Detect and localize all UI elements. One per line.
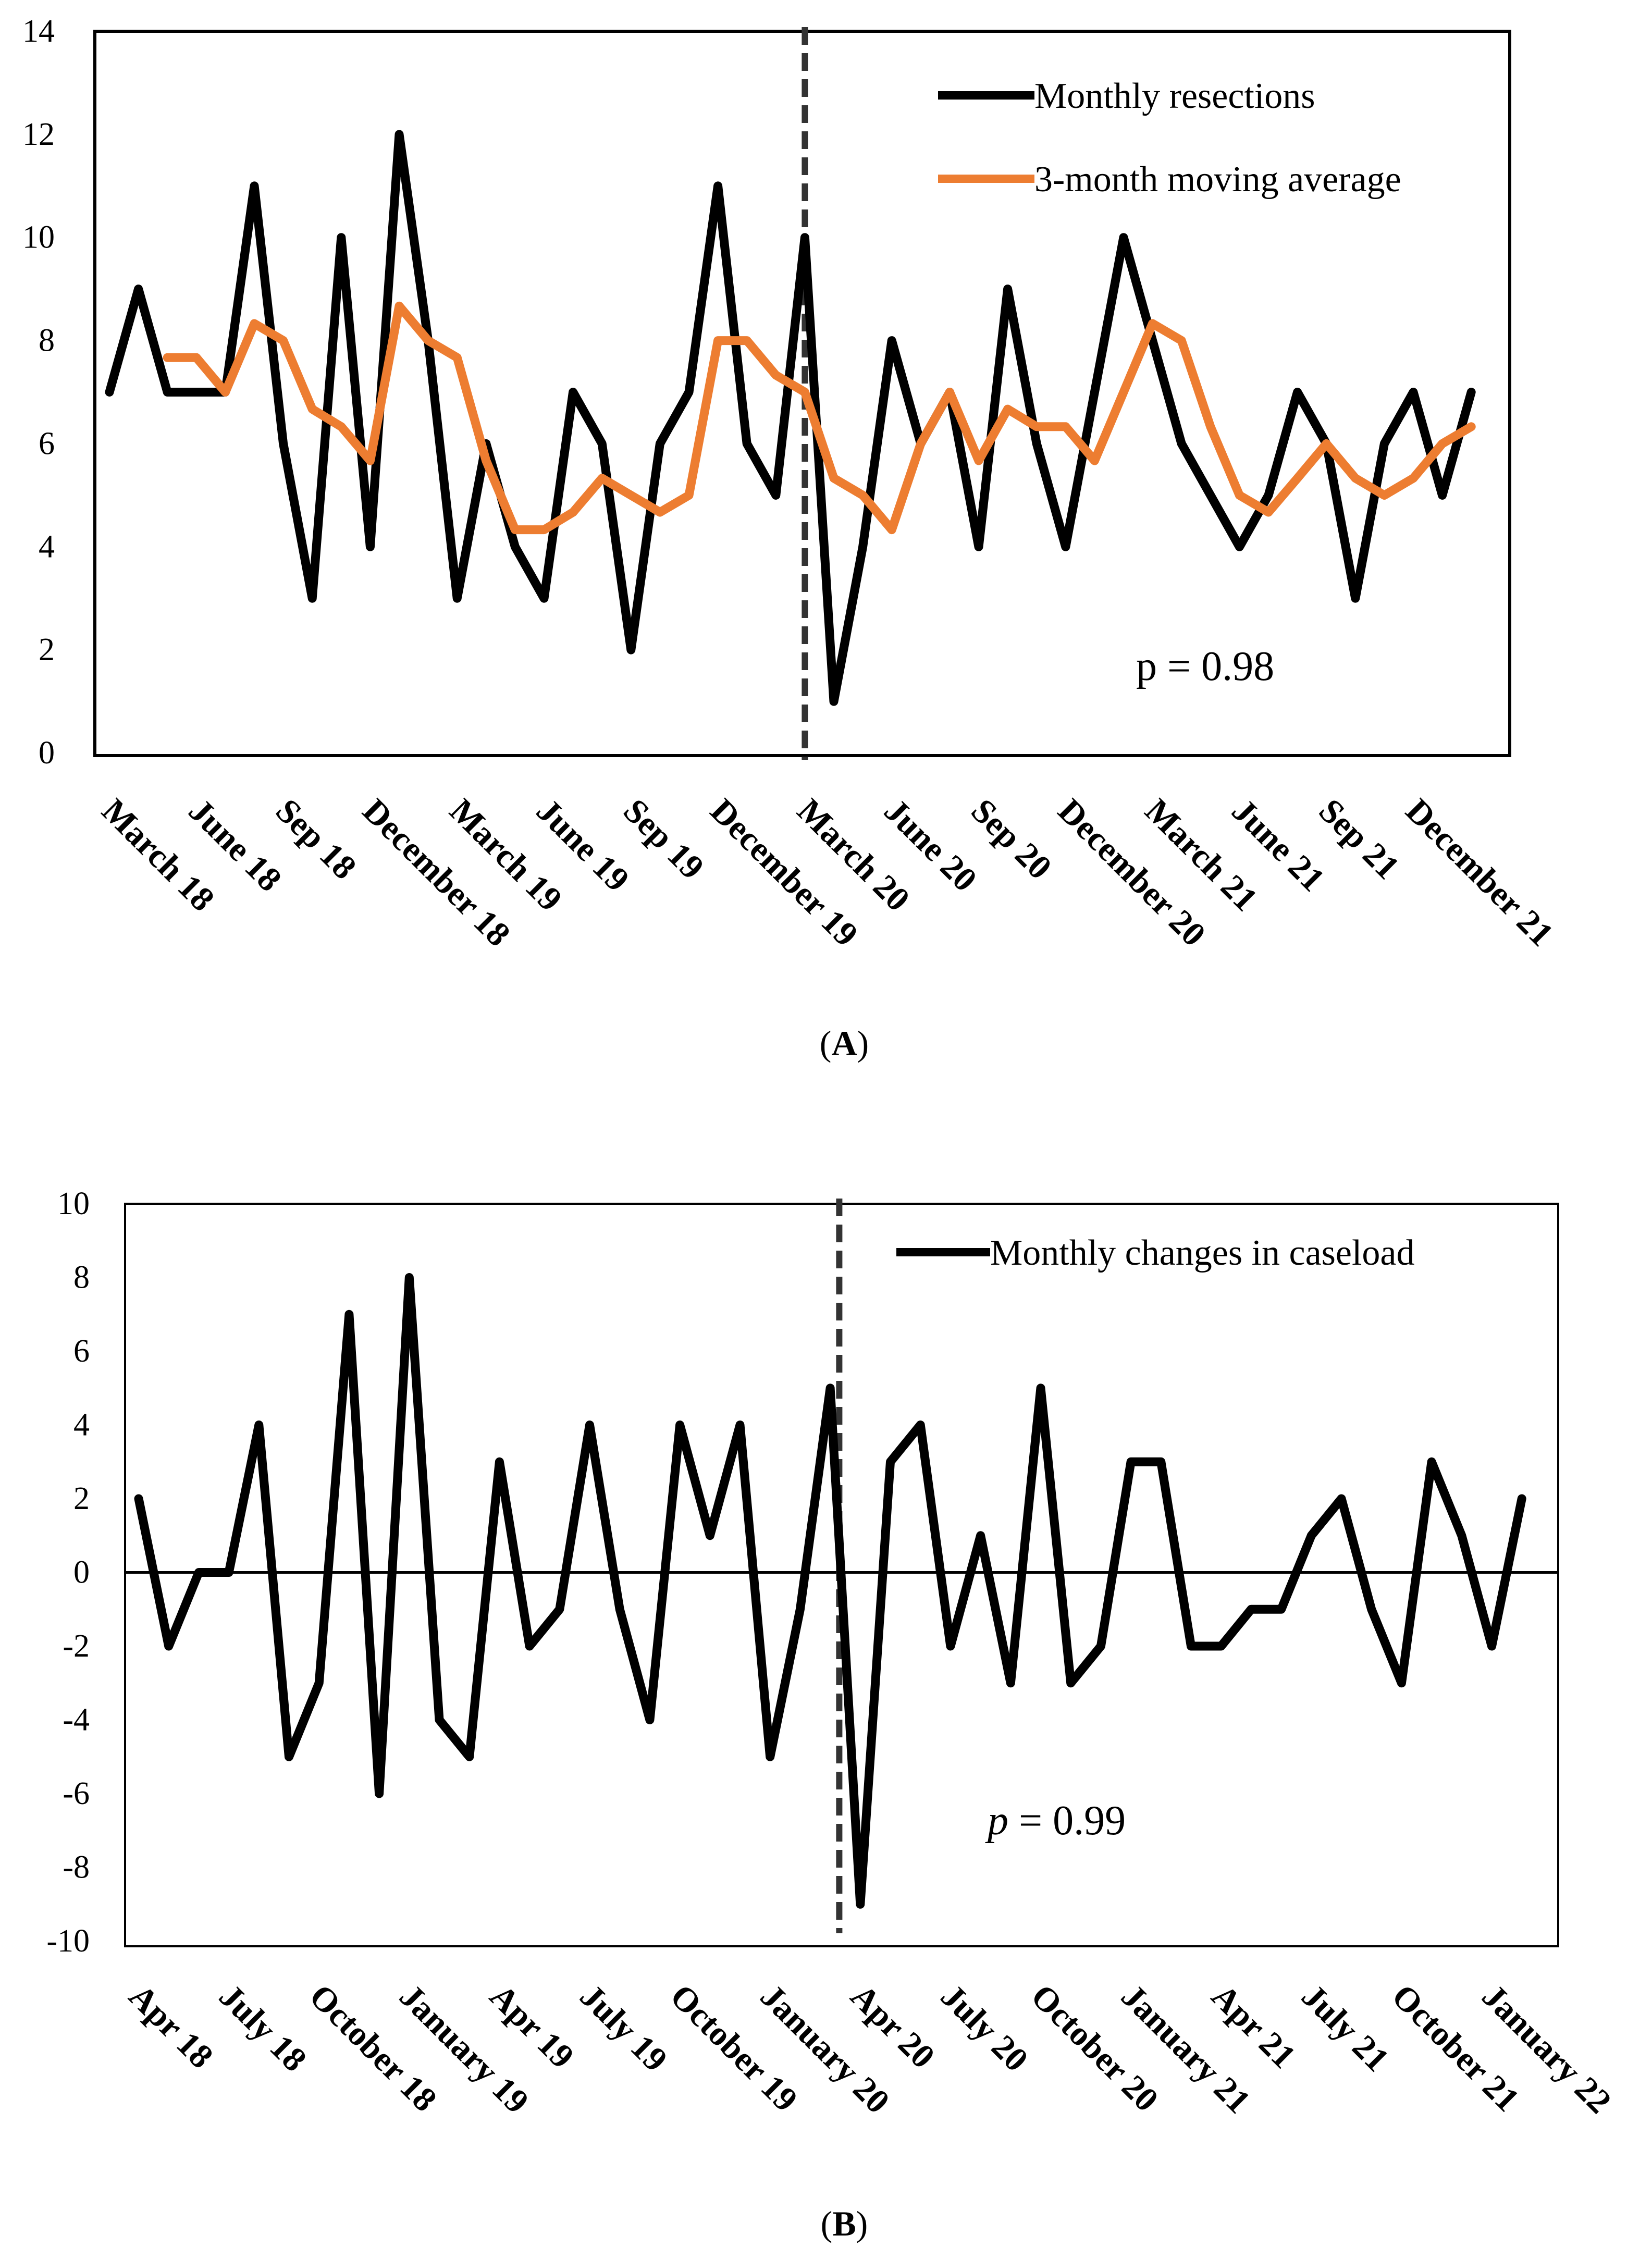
panel-a-p-value: p = 0.98 bbox=[1136, 644, 1274, 689]
panel-a-caption: (A) bbox=[820, 1023, 869, 1063]
y-tick-label: 8 bbox=[73, 1260, 90, 1295]
panel-a-y-axis: 0 2 4 6 8 10 12 14 bbox=[22, 14, 55, 771]
panel-b-caption: (B) bbox=[821, 2204, 868, 2243]
y-tick-label: 4 bbox=[39, 529, 55, 564]
panel-b-y-axis: -10 -8 -6 -4 -2 0 2 4 6 8 10 bbox=[46, 1186, 90, 1959]
panel-b-p-value: p = 0.99 bbox=[985, 1798, 1126, 1844]
y-tick-label: -2 bbox=[63, 1628, 90, 1664]
y-tick-label: 10 bbox=[57, 1186, 90, 1221]
y-tick-label: 10 bbox=[22, 220, 55, 255]
y-tick-label: 8 bbox=[39, 323, 55, 359]
x-tick-label: December 21 bbox=[1398, 792, 1560, 954]
x-tick-label: July 21 bbox=[1295, 1977, 1397, 2079]
panel-b-series-monthly-changes bbox=[134, 1273, 1526, 1909]
panel-a-series-moving-average bbox=[163, 301, 1476, 535]
panel-a-legend-label-monthly-resections: Monthly resections bbox=[1034, 76, 1315, 116]
x-tick-label: July 20 bbox=[933, 1977, 1035, 2079]
y-tick-label: 14 bbox=[22, 14, 55, 49]
y-tick-label: 4 bbox=[73, 1407, 90, 1443]
panel-b-legend-label-monthly-changes: Monthly changes in caseload bbox=[990, 1233, 1415, 1273]
y-tick-label: -10 bbox=[46, 1923, 90, 1959]
y-tick-label: 2 bbox=[73, 1481, 90, 1516]
x-tick-label: July 19 bbox=[573, 1977, 675, 2079]
y-tick-label: 6 bbox=[73, 1333, 90, 1369]
panel-a-legend-label-moving-average: 3-month moving average bbox=[1034, 159, 1401, 200]
y-tick-label: 2 bbox=[39, 632, 55, 668]
y-tick-label: -6 bbox=[63, 1776, 90, 1811]
y-tick-label: 6 bbox=[39, 426, 55, 461]
panel-a-legend: Monthly resections 3-month moving averag… bbox=[938, 76, 1401, 200]
x-tick-label: July 18 bbox=[212, 1977, 314, 2079]
x-tick-label: Apr 18 bbox=[121, 1977, 220, 2076]
y-tick-label: 12 bbox=[22, 117, 55, 152]
y-tick-label: 0 bbox=[39, 735, 55, 771]
y-tick-label: -4 bbox=[63, 1702, 90, 1738]
y-tick-label: -8 bbox=[63, 1850, 90, 1885]
panel-b-legend: Monthly changes in caseload bbox=[896, 1233, 1415, 1273]
y-tick-label: 0 bbox=[73, 1555, 90, 1590]
panel-a-series-monthly-resections bbox=[105, 130, 1476, 706]
